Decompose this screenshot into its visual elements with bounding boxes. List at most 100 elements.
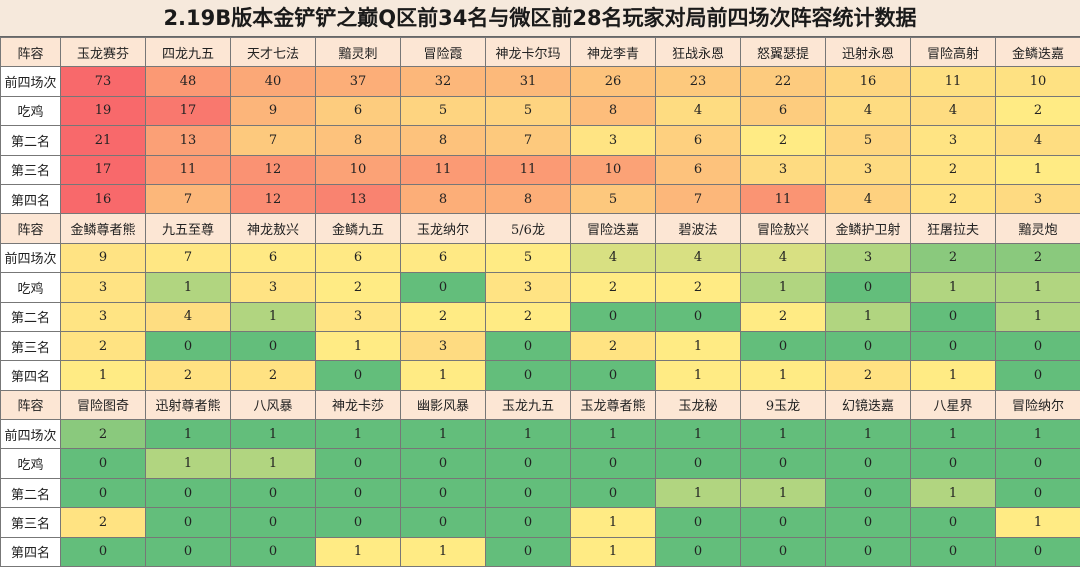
row-label: 吃鸡: [1, 273, 61, 302]
lineup-name: 冒险高射: [911, 38, 996, 67]
stat-cell: 4: [996, 126, 1080, 155]
stat-cell: 4: [826, 96, 911, 125]
lineup-name: 玉龙秘: [656, 390, 741, 419]
stat-cell: 0: [61, 449, 146, 478]
stat-cell: 0: [401, 478, 486, 507]
stat-cell: 0: [486, 508, 571, 537]
stat-cell: 0: [656, 302, 741, 331]
stat-cell: 22: [741, 67, 826, 96]
stat-cell: 1: [741, 420, 826, 449]
stat-cell: 7: [146, 243, 231, 272]
stat-cell: 0: [996, 449, 1080, 478]
stat-cell: 0: [146, 331, 231, 360]
stat-cell: 1: [996, 302, 1080, 331]
row-label: 第三名: [1, 331, 61, 360]
stat-cell: 2: [996, 243, 1080, 272]
stat-cell: 0: [656, 508, 741, 537]
stat-cell: 0: [911, 508, 996, 537]
stat-cell: 1: [826, 302, 911, 331]
stat-cell: 11: [146, 155, 231, 184]
row-label: 第二名: [1, 478, 61, 507]
stat-cell: 7: [231, 126, 316, 155]
stat-cell: 1: [911, 361, 996, 390]
stat-cell: 8: [486, 184, 571, 213]
stat-cell: 0: [826, 331, 911, 360]
stat-cell: 0: [571, 449, 656, 478]
lineup-name: 玉龙九五: [486, 390, 571, 419]
stat-cell: 1: [231, 420, 316, 449]
stat-cell: 0: [996, 361, 1080, 390]
stat-cell: 0: [401, 449, 486, 478]
stat-cell: 16: [61, 184, 146, 213]
stat-cell: 1: [316, 420, 401, 449]
stat-cell: 1: [316, 537, 401, 566]
stat-cell: 0: [656, 537, 741, 566]
stat-cell: 1: [996, 273, 1080, 302]
lineup-name: 金鳞尊者熊: [61, 214, 146, 243]
stat-cell: 3: [826, 155, 911, 184]
stat-cell: 4: [146, 302, 231, 331]
stat-cell: 0: [146, 537, 231, 566]
stat-cell: 8: [316, 126, 401, 155]
stat-cell: 1: [401, 537, 486, 566]
lineup-name: 金鳞九五: [316, 214, 401, 243]
stat-cell: 3: [486, 273, 571, 302]
stat-cell: 6: [401, 243, 486, 272]
stat-cell: 2: [61, 508, 146, 537]
stat-cell: 1: [231, 302, 316, 331]
stat-cell: 1: [571, 508, 656, 537]
stat-cell: 5: [826, 126, 911, 155]
stat-cell: 12: [231, 155, 316, 184]
stat-cell: 1: [656, 331, 741, 360]
stat-cell: 0: [146, 508, 231, 537]
stat-cell: 0: [316, 478, 401, 507]
stat-cell: 0: [486, 361, 571, 390]
stat-cell: 0: [486, 478, 571, 507]
stat-cell: 6: [231, 243, 316, 272]
column-header-lineup: 阵容: [1, 390, 61, 419]
lineup-name: 迅射尊者熊: [146, 390, 231, 419]
lineup-name: 迅射永恩: [826, 38, 911, 67]
lineup-name: 玉龙纳尔: [401, 214, 486, 243]
stat-cell: 0: [486, 331, 571, 360]
stat-cell: 2: [486, 302, 571, 331]
stat-cell: 3: [571, 126, 656, 155]
lineup-name: 金鳞迭嘉: [996, 38, 1080, 67]
stat-cell: 8: [401, 184, 486, 213]
stat-cell: 2: [996, 96, 1080, 125]
stat-cell: 8: [401, 126, 486, 155]
stat-cell: 1: [656, 361, 741, 390]
lineup-name: 9玉龙: [741, 390, 826, 419]
stat-cell: 4: [656, 243, 741, 272]
stat-cell: 1: [146, 449, 231, 478]
stat-cell: 1: [401, 420, 486, 449]
stat-cell: 11: [911, 67, 996, 96]
row-label: 前四场次: [1, 67, 61, 96]
stat-cell: 0: [911, 331, 996, 360]
stat-cell: 26: [571, 67, 656, 96]
stat-cell: 1: [826, 420, 911, 449]
stat-cell: 0: [401, 508, 486, 537]
lineup-name: 八风暴: [231, 390, 316, 419]
lineup-name: 四龙九五: [146, 38, 231, 67]
stat-cell: 0: [826, 508, 911, 537]
stat-cell: 5: [571, 184, 656, 213]
stat-cell: 2: [231, 361, 316, 390]
lineup-name: 九五至尊: [146, 214, 231, 243]
stat-cell: 1: [486, 420, 571, 449]
lineup-name: 神龙卡尔玛: [486, 38, 571, 67]
stat-cell: 1: [571, 420, 656, 449]
stat-cell: 3: [61, 302, 146, 331]
lineup-name: 玉龙赛芬: [61, 38, 146, 67]
stat-cell: 0: [911, 537, 996, 566]
stat-cell: 2: [656, 273, 741, 302]
stat-cell: 3: [826, 243, 911, 272]
lineup-name: 玉龙尊者熊: [571, 390, 656, 419]
stat-cell: 0: [826, 537, 911, 566]
